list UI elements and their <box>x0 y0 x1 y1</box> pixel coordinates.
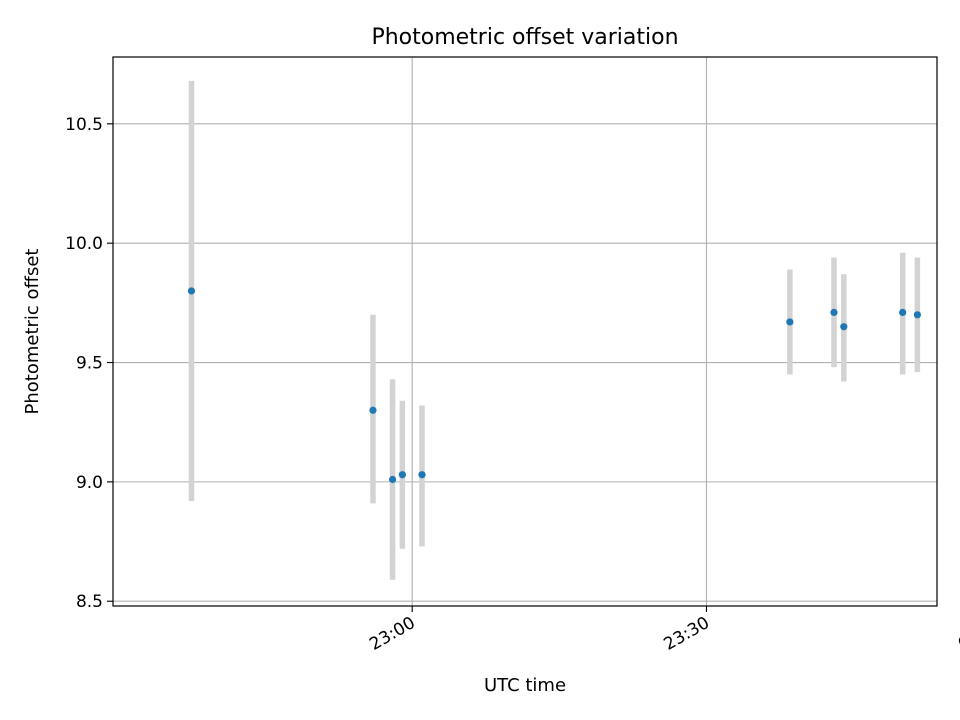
x-tick-label: 23:30 <box>661 613 713 655</box>
y-tick-label: 8.5 <box>76 592 103 612</box>
y-axis-ticks: 8.5 9.0 9.5 10.0 10.5 <box>65 115 113 612</box>
data-point <box>388 475 397 484</box>
data-point <box>913 311 921 319</box>
y-tick-label: 9.5 <box>76 354 103 374</box>
x-axis-label: UTC time <box>484 675 566 696</box>
plot-frame <box>112 56 938 607</box>
data-point <box>369 406 377 414</box>
x-tick-label: 00:00 <box>955 613 960 655</box>
data-point <box>840 323 848 331</box>
error-bars <box>188 80 921 580</box>
chart-title: Photometric offset variation <box>371 25 678 50</box>
data-point <box>786 318 794 326</box>
data-point <box>899 308 907 317</box>
data-point <box>398 471 406 479</box>
y-tick-label: 10.0 <box>65 234 103 254</box>
y-tick-label: 9.0 <box>76 473 103 493</box>
data-point <box>418 471 426 479</box>
y-tick-label: 10.5 <box>65 115 103 135</box>
y-axis-label: Photometric offset <box>22 249 43 415</box>
x-tick-label: 23:00 <box>366 613 418 655</box>
grid <box>113 57 937 606</box>
data-point <box>830 308 838 317</box>
data-point <box>187 287 196 295</box>
data-points <box>187 287 921 484</box>
